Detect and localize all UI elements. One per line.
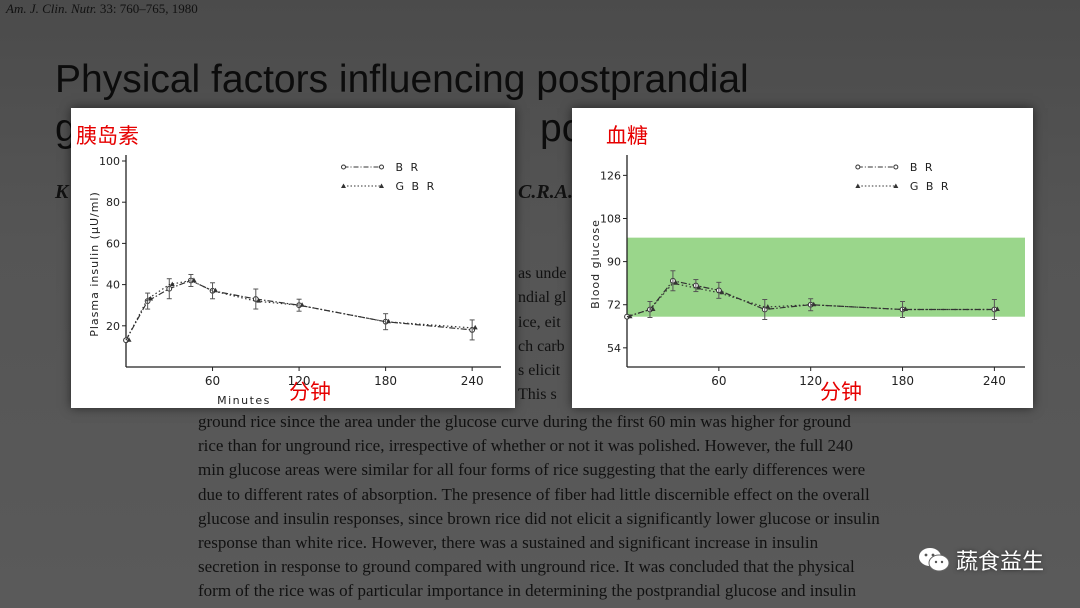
author-fragment-left: K	[55, 181, 69, 203]
legend-entry: B R	[396, 161, 421, 174]
wechat-icon	[918, 548, 950, 572]
abstract-fragment: s elicit	[518, 362, 561, 379]
abstract-line: response than white rice. However, there…	[198, 533, 819, 553]
watermark: 蔬食益生	[918, 544, 1044, 576]
journal-volume: 33: 760–765, 1980	[96, 1, 198, 16]
legend-marker	[341, 183, 346, 188]
legend-entry: G B R	[910, 180, 951, 193]
x-tick-label: 240	[983, 374, 1006, 388]
y-tick-label: 100	[99, 155, 120, 168]
legend-marker	[855, 164, 861, 170]
legend-marker	[379, 164, 384, 170]
abstract-line: ground rice since the area under the glu…	[198, 412, 851, 431]
legend-marker	[893, 183, 899, 188]
legend-entry: B R	[910, 161, 935, 174]
data-point	[169, 281, 175, 287]
abstract-line: secretion in response to ground compared…	[198, 557, 855, 577]
legend-marker	[855, 183, 861, 188]
y-tick-label: 72	[607, 299, 621, 312]
data-point	[213, 287, 218, 293]
data-point	[903, 306, 908, 311]
insulin-xaxis-annotation: 分钟	[289, 380, 331, 404]
journal-reference: Am. J. Clin. Nutr. 33: 760–765, 1980	[6, 1, 198, 17]
data-point	[627, 313, 633, 319]
data-point	[994, 306, 1000, 311]
data-point	[256, 298, 262, 303]
y-tick-label: 60	[106, 237, 120, 250]
abstract-line: min glucose areas were similar for all f…	[198, 460, 866, 480]
legend-marker	[341, 164, 346, 170]
abstract-fragment: as unde	[518, 265, 567, 282]
data-point	[650, 306, 656, 311]
y-axis-title: Blood glucose	[589, 219, 602, 309]
series-line	[125, 279, 473, 341]
y-axis-title: Plasma insulin (µU/ml)	[88, 191, 101, 337]
glucose-chart-label: 血糖	[606, 124, 648, 148]
legend-marker	[379, 183, 384, 188]
insulin-chart-label: 胰岛素	[76, 124, 139, 148]
abstract-body: ground rice since the area under the glu…	[198, 410, 1013, 604]
abstract-line: form of the rice was of particular impor…	[198, 581, 857, 601]
data-point	[386, 318, 392, 324]
data-point	[811, 301, 817, 307]
x-tick-label: 60	[711, 374, 726, 388]
insulin-chart: 20 40 60 80 100 60 120 180 240 Plasma insulin (µU…	[88, 155, 501, 407]
author-fragment-right: C.R.A.	[518, 181, 574, 203]
data-point	[719, 289, 725, 295]
data-point	[696, 285, 702, 290]
watermark-text: 蔬食益生	[955, 550, 1044, 575]
x-axis-title: Minutes	[217, 394, 271, 407]
insulin-chart-panel: 20 40 60 80 100 60 120 180 240 Plasma insulin (µU…	[71, 108, 515, 408]
y-tick-label: 90	[607, 256, 621, 269]
x-tick-label: 120	[799, 374, 822, 388]
legend-entry: G B R	[396, 180, 437, 193]
legend-marker	[893, 164, 899, 170]
data-point	[126, 337, 132, 342]
y-tick-label: 108	[600, 212, 621, 225]
x-tick-label: 240	[461, 374, 484, 388]
y-tick-label: 40	[106, 279, 120, 292]
abstract-fragment: ndial gl	[518, 289, 567, 306]
data-point	[148, 296, 154, 301]
abstract-line: glucose and insulin responses, since bro…	[198, 508, 880, 528]
y-tick-label: 80	[106, 196, 120, 209]
x-tick-label: 180	[374, 374, 397, 388]
journal-name: Am. J. Clin. Nutr.	[6, 1, 97, 16]
x-tick-label: 120	[288, 374, 311, 388]
x-tick-label: 180	[891, 374, 914, 388]
y-tick-label: 20	[106, 320, 120, 333]
data-point	[299, 302, 305, 307]
glucose-chart-panel: 54 72 90 108 126 60 120 180 240 Blood glucose B R G…	[572, 108, 1033, 408]
abstract-line: due to different rates of absorption. Th…	[198, 484, 870, 504]
data-point	[673, 280, 679, 285]
y-tick-label: 126	[600, 169, 621, 182]
data-point	[765, 304, 771, 309]
glucose-xaxis-annotation: 分钟	[820, 380, 862, 404]
data-point	[472, 324, 478, 330]
data-point	[191, 277, 197, 282]
abstract-fragment: ice, eit	[518, 314, 561, 331]
abstract-line: rice than for unground rice, irrespectiv…	[198, 436, 854, 456]
slide-title: Physical factors influencing postprandia…	[55, 58, 749, 101]
abstract-fragment: ch carb	[518, 338, 565, 355]
y-tick-label: 54	[607, 342, 621, 355]
highlight-band	[627, 237, 1025, 317]
x-tick-label: 60	[205, 374, 220, 388]
abstract-fragment: This s	[518, 386, 557, 403]
series-line	[626, 282, 995, 318]
glucose-chart: 54 72 90 108 126 60 120 180 240 Blood glucose B R G…	[589, 155, 1025, 388]
